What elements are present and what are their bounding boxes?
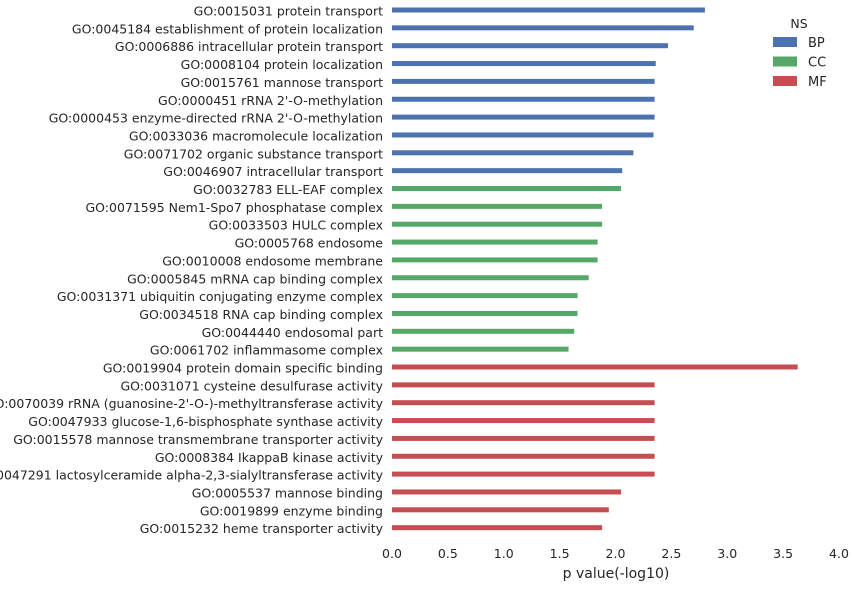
legend-swatch-cc [773, 56, 797, 67]
bar-cc [392, 328, 575, 334]
category-label: GO:0015761 mannose transport [181, 75, 384, 90]
category-label: GO:0005768 endosome [235, 236, 384, 251]
bar-cc [392, 275, 589, 281]
bar-mf [392, 364, 798, 370]
category-label: GO:0008104 protein localization [181, 57, 383, 72]
bar-cc [392, 257, 598, 263]
category-label: GO:0034518 RNA cap binding complex [139, 307, 383, 322]
bar-bp [392, 25, 694, 31]
category-label: GO:0047933 glucose-1,6-bisphosphate synt… [28, 414, 383, 429]
category-label: GO:0047291 lactosylceramide alpha-2,3-si… [0, 468, 384, 483]
bar-cc [392, 221, 603, 227]
category-label: GO:0061702 inflammasome complex [150, 343, 383, 358]
category-label: GO:0005845 mRNA cap binding complex [127, 271, 383, 286]
legend-entries: BP CC MF [773, 36, 827, 90]
legend: NS BP CC MF [773, 16, 827, 90]
category-label: GO:0070039 rRNA (guanosine-2'-O-)-methyl… [0, 396, 384, 411]
bar-cc [392, 310, 578, 316]
x-axis-ticks: 0.0 0.5 1.0 1.5 2.0 2.5 3.0 3.5 4.0 [382, 546, 849, 561]
category-label: GO:0008384 IkappaB kinase activity [155, 450, 384, 465]
bar-cc [392, 293, 578, 299]
bar-bp [392, 132, 654, 138]
category-label: GO:0044440 endosomal part [202, 325, 384, 340]
category-label: GO:0005537 mannose binding [192, 485, 383, 500]
x-tick-label: 1.0 [494, 546, 514, 561]
bar-mf [392, 471, 655, 477]
legend-title: NS [790, 16, 807, 31]
x-tick-label: 2.5 [661, 546, 681, 561]
category-label: GO:0000451 rRNA 2'-O-methylation [158, 93, 383, 108]
category-label: GO:0033036 macromolecule localization [129, 128, 383, 143]
bar-cc [392, 186, 622, 191]
x-tick-label: 3.0 [717, 546, 737, 561]
category-label: GO:0019899 enzyme binding [200, 503, 383, 518]
category-labels: GO:0015031 protein transport GO:0045184 e… [0, 4, 384, 537]
category-label: GO:0032783 ELL-EAF complex [193, 182, 383, 197]
bar-mf [392, 435, 655, 441]
bar-bp [392, 43, 669, 49]
category-label: GO:0031071 cysteine desulfurase activity [121, 378, 384, 393]
x-tick-label: 0.5 [438, 546, 458, 561]
bar-bp [392, 150, 634, 156]
category-label: GO:0033503 HULC complex [209, 218, 383, 233]
x-tick-label: 1.5 [550, 546, 570, 561]
bar-bp [392, 61, 656, 67]
category-label: GO:0071595 Nem1-Spo7 phosphatase complex [85, 200, 383, 215]
category-label: GO:0015578 mannose transmembrane transpo… [13, 432, 383, 447]
bar-bp [392, 7, 705, 13]
legend-swatch-mf [773, 76, 797, 86]
x-tick-label: 2.0 [606, 546, 626, 561]
bar-mf [392, 400, 655, 406]
bar-cc [392, 203, 603, 209]
bar-bp [392, 114, 655, 120]
legend-label-cc: CC [808, 56, 826, 71]
bar-mf [392, 489, 622, 495]
bar-mf [392, 453, 655, 459]
category-label: GO:0019904 protein domain specific bindi… [103, 361, 383, 376]
bar-mf [392, 525, 603, 531]
category-label: GO:0045184 establishment of protein loca… [72, 21, 383, 36]
x-axis-title: p value(-log10) [563, 566, 670, 582]
category-label: GO:0000453 enzyme-directed rRNA 2'-O-met… [49, 111, 383, 126]
legend-label-bp: BP [808, 36, 825, 51]
legend-label-mf: MF [808, 75, 827, 90]
legend-swatch-bp [773, 37, 797, 47]
x-tick-label: 3.5 [773, 546, 793, 561]
bar-bp [392, 78, 655, 84]
category-label: GO:0015232 heme transporter activity [140, 521, 384, 536]
category-label: GO:0071702 organic substance transport [124, 146, 383, 161]
category-label: GO:0006886 intracellular protein transpo… [115, 39, 383, 54]
category-label: GO:0046907 intracellular transport [163, 164, 383, 179]
category-label: GO:0031371 ubiquitin conjugating enzyme … [57, 289, 383, 304]
bar-mf [392, 507, 609, 513]
bar-cc [392, 239, 598, 245]
category-label: GO:0010008 endosome membrane [162, 253, 383, 268]
bar-mf [392, 418, 655, 424]
x-tick-label: 0.0 [382, 546, 402, 561]
bar-mf [392, 382, 655, 388]
bar-bp [392, 96, 655, 102]
bar-cc [392, 346, 569, 352]
bars [392, 7, 798, 531]
bar-bp [392, 168, 623, 174]
x-tick-label: 4.0 [829, 546, 849, 561]
category-label: GO:0015031 protein transport [194, 4, 383, 19]
